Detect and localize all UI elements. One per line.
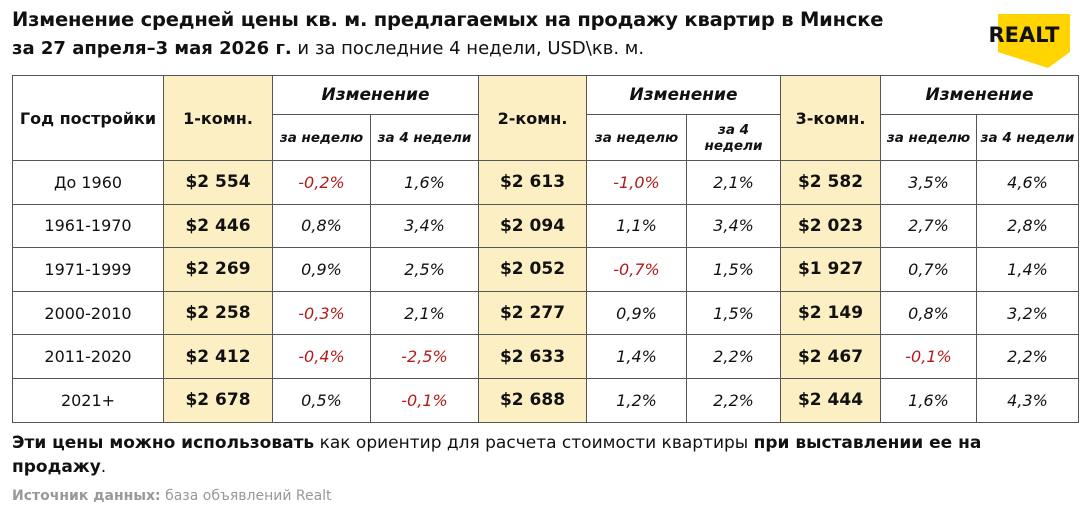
price-cell: $2 023 bbox=[780, 203, 881, 249]
title: Изменение средней цены кв. м. предлагаем… bbox=[12, 8, 884, 31]
change-cell: 1,5% bbox=[686, 247, 781, 292]
change-cell: 0,8% bbox=[880, 290, 977, 336]
note: Эти цены можно использовать как ориентир… bbox=[12, 431, 1062, 479]
change-cell: 0,9% bbox=[272, 247, 371, 292]
price-cell: $2 149 bbox=[780, 290, 881, 336]
subtitle: за 27 апреля–3 мая 2026 г. и за последни… bbox=[12, 38, 644, 59]
change-cell: 2,1% bbox=[686, 160, 781, 205]
change-cell: -0,1% bbox=[880, 334, 977, 379]
price-cell: $2 554 bbox=[163, 160, 273, 205]
change-cell: 2,1% bbox=[370, 290, 479, 336]
change-cell: 0,9% bbox=[586, 290, 687, 336]
change-cell: 3,2% bbox=[976, 290, 1079, 336]
change-cell: 1,2% bbox=[586, 377, 687, 423]
subheader-cell: за неделю bbox=[586, 114, 687, 161]
note-end: . bbox=[100, 457, 107, 477]
logo-shape bbox=[998, 14, 1070, 68]
price-cell: $2 467 bbox=[780, 334, 881, 379]
header-cell: Изменение bbox=[880, 75, 1079, 115]
subheader-cell: за 4 недели bbox=[686, 114, 781, 161]
table-row: 1971-1999 $2 269 0,9% 2,5% $2 052 -0,7% 1,5% $1… bbox=[12, 247, 1079, 292]
change-cell: 3,4% bbox=[686, 203, 781, 249]
change-cell: 1,6% bbox=[370, 160, 479, 205]
change-cell: 1,4% bbox=[586, 334, 687, 379]
table-row: 2021+ $2 678 0,5% -0,1% $2 688 1,2% 2,2% $2 444… bbox=[12, 377, 1079, 423]
change-cell: 0,7% bbox=[880, 247, 977, 292]
header-cell: 2-комн. bbox=[478, 75, 587, 161]
change-cell: 1,5% bbox=[686, 290, 781, 336]
note-bold: Эти цены можно использовать bbox=[12, 433, 315, 453]
header-cell: Изменение bbox=[586, 75, 781, 115]
table-row: 1961-1970 $2 446 0,8% 3,4% $2 094 1,1% 3,4% $2 … bbox=[12, 203, 1079, 249]
header-cell: 3-комн. bbox=[780, 75, 881, 161]
price-cell: $2 678 bbox=[163, 377, 273, 423]
year-cell: 1961-1970 bbox=[12, 203, 164, 249]
price-cell: $2 582 bbox=[780, 160, 881, 205]
source-label: Источник данных: bbox=[12, 488, 161, 504]
change-cell: -0,2% bbox=[272, 160, 371, 205]
header-cell: 1-комн. bbox=[163, 75, 273, 161]
change-cell: 2,7% bbox=[880, 203, 977, 249]
price-cell: $2 446 bbox=[163, 203, 273, 249]
price-cell: $2 412 bbox=[163, 334, 273, 379]
change-cell: 2,2% bbox=[686, 334, 781, 379]
change-cell: -0,4% bbox=[272, 334, 371, 379]
price-table: Год постройки 1-комн. Изменение 2-комн. … bbox=[12, 75, 1079, 423]
year-cell: 2000-2010 bbox=[12, 290, 164, 336]
change-cell: 3,5% bbox=[880, 160, 977, 205]
change-cell: -0,3% bbox=[272, 290, 371, 336]
header-cell: Изменение bbox=[272, 75, 479, 115]
subheader-cell: за 4 недели bbox=[976, 114, 1079, 161]
change-cell: 1,4% bbox=[976, 247, 1079, 292]
price-cell: $2 444 bbox=[780, 377, 881, 423]
price-cell: $2 269 bbox=[163, 247, 273, 292]
change-cell: 0,8% bbox=[272, 203, 371, 249]
change-cell: -2,5% bbox=[370, 334, 479, 379]
table-row: 2011-2020 $2 412 -0,4% -2,5% $2 633 1,4% 2,2% $… bbox=[12, 334, 1079, 379]
year-cell: 1971-1999 bbox=[12, 247, 164, 292]
price-cell: $2 052 bbox=[478, 247, 587, 292]
year-cell: До 1960 bbox=[12, 160, 164, 205]
subtitle-text: и за последние 4 недели, USD\кв. м. bbox=[297, 38, 645, 59]
source: Источник данных: база объявлений Realt bbox=[12, 488, 332, 504]
price-cell: $2 258 bbox=[163, 290, 273, 336]
change-cell: 2,5% bbox=[370, 247, 479, 292]
change-cell: 0,5% bbox=[272, 377, 371, 423]
year-cell: 2021+ bbox=[12, 377, 164, 423]
table-body: До 1960 $2 554 -0,2% 1,6% $2 613 -1,0% 2,1% $2 … bbox=[12, 160, 1079, 423]
change-cell: 2,2% bbox=[976, 334, 1079, 379]
change-cell: 3,4% bbox=[370, 203, 479, 249]
note-text: как ориентир для расчета стоимости кварт… bbox=[319, 433, 749, 453]
price-cell: $1 927 bbox=[780, 247, 881, 292]
subheader-cell: за неделю bbox=[272, 114, 371, 161]
change-cell: 1,6% bbox=[880, 377, 977, 423]
subheader-row: за неделю за 4 недели за неделю за 4 недели… bbox=[13, 114, 1079, 161]
change-cell: 2,2% bbox=[686, 377, 781, 423]
logo-text: REALT bbox=[989, 23, 1061, 47]
price-cell: $2 633 bbox=[478, 334, 587, 379]
change-cell: 4,6% bbox=[976, 160, 1079, 205]
change-cell: 4,3% bbox=[976, 377, 1079, 423]
change-cell: 2,8% bbox=[976, 203, 1079, 249]
subheader-cell: за 4 недели bbox=[370, 114, 479, 161]
change-cell: -0,7% bbox=[586, 247, 687, 292]
subheader-cell: за неделю bbox=[880, 114, 977, 161]
change-cell: -1,0% bbox=[586, 160, 687, 205]
price-cell: $2 094 bbox=[478, 203, 587, 249]
change-cell: 1,1% bbox=[586, 203, 687, 249]
logo: REALT bbox=[989, 14, 1070, 68]
table-row: До 1960 $2 554 -0,2% 1,6% $2 613 -1,0% 2,1% $2 … bbox=[12, 160, 1079, 205]
table-row: 2000-2010 $2 258 -0,3% 2,1% $2 277 0,9% 1,5% $2… bbox=[12, 290, 1079, 336]
header-cell: Год постройки bbox=[12, 75, 164, 161]
year-cell: 2011-2020 bbox=[12, 334, 164, 379]
source-text: база объявлений Realt bbox=[165, 488, 332, 504]
price-cell: $2 277 bbox=[478, 290, 587, 336]
price-cell: $2 688 bbox=[478, 377, 587, 423]
note-bold: при выставлении ее на продажу bbox=[12, 433, 982, 477]
subtitle-bold: за 27 апреля–3 мая 2026 г. bbox=[12, 38, 292, 59]
change-cell: -0,1% bbox=[370, 377, 479, 423]
price-cell: $2 613 bbox=[478, 160, 587, 205]
